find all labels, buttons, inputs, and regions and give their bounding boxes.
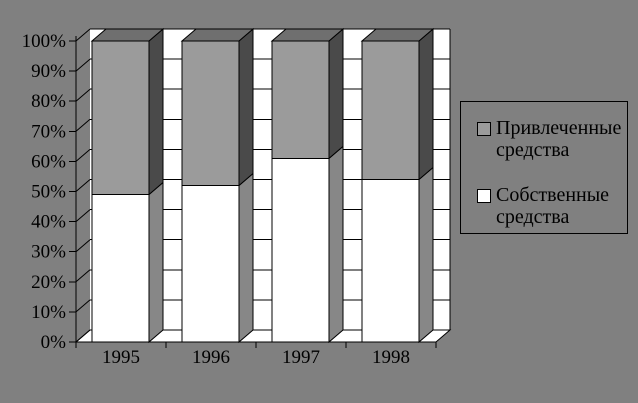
legend-swatch-own-funds	[477, 189, 491, 203]
legend-label-own-funds: Собственные средства	[496, 184, 610, 228]
svg-text:60%: 60%	[31, 151, 66, 172]
svg-text:70%: 70%	[31, 121, 66, 142]
chart-legend: Привлеченные средства Собственные средст…	[460, 101, 628, 234]
svg-text:90%: 90%	[31, 61, 66, 82]
legend-entry-own-funds: Собственные средства	[477, 184, 627, 228]
svg-text:0%: 0%	[41, 332, 67, 353]
svg-text:20%: 20%	[31, 272, 66, 293]
svg-text:1996: 1996	[192, 347, 230, 368]
svg-text:80%: 80%	[31, 91, 66, 112]
svg-text:30%: 30%	[31, 242, 66, 263]
legend-entry-attracted-funds: Привлеченные средства	[477, 117, 627, 161]
svg-text:1997: 1997	[282, 347, 320, 368]
svg-text:1995: 1995	[102, 347, 140, 368]
svg-text:1998: 1998	[372, 347, 410, 368]
svg-text:10%: 10%	[31, 302, 66, 323]
legend-label-attracted-funds: Привлеченные средства	[496, 117, 622, 161]
legend-swatch-attracted-funds	[477, 122, 491, 136]
svg-text:100%: 100%	[22, 31, 67, 52]
svg-text:40%: 40%	[31, 212, 66, 233]
svg-text:50%: 50%	[31, 182, 66, 203]
